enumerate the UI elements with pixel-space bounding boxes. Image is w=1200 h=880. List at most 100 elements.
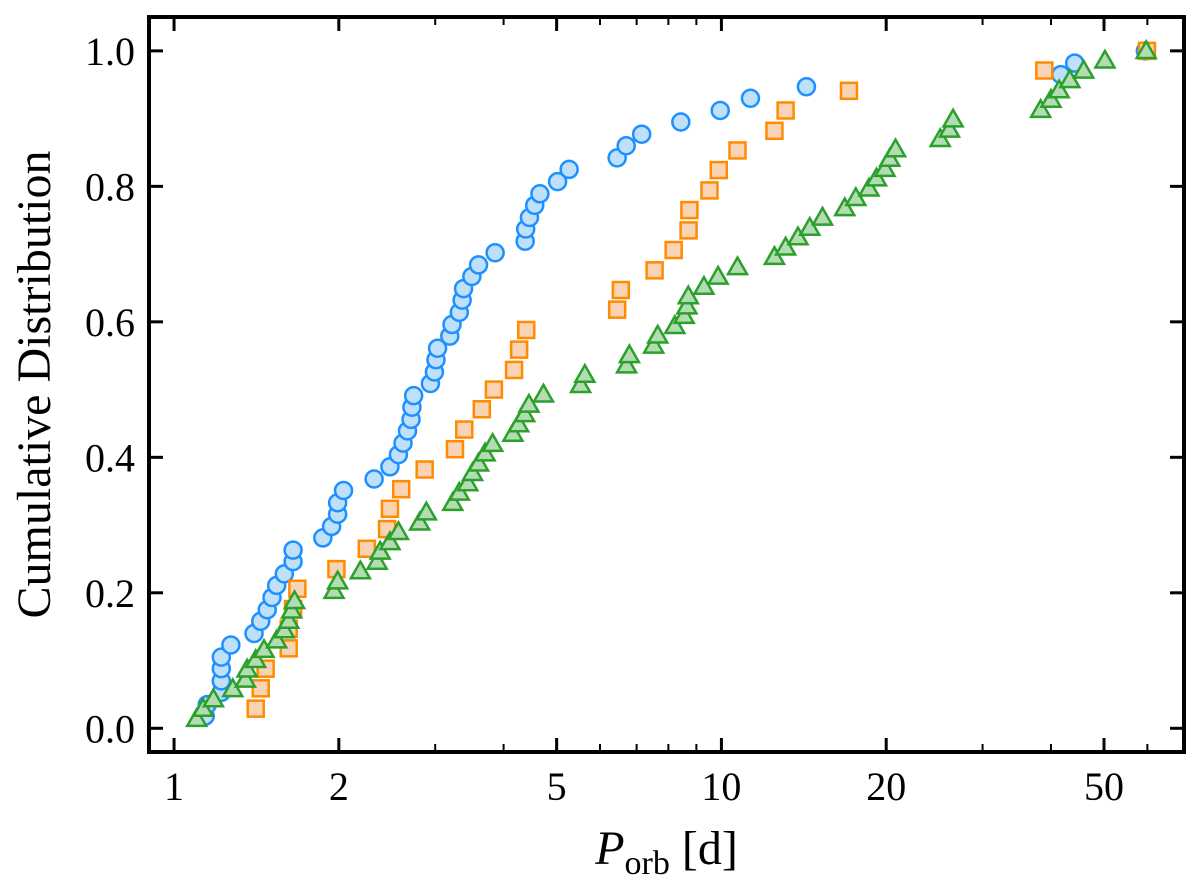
triangle-point: [773, 235, 798, 256]
x-tick-label: 20: [866, 764, 906, 809]
square-point: [680, 200, 699, 220]
y-tick-label: 1.0: [85, 29, 135, 74]
circle-point: [468, 255, 489, 275]
triangle-point: [456, 471, 480, 492]
triangle-point: [883, 137, 908, 158]
triangle-point: [873, 156, 897, 178]
circle-point: [796, 77, 817, 97]
triangle-point: [1028, 97, 1053, 119]
triangle-point: [663, 313, 687, 335]
x-axis-label: Porb [d]: [594, 822, 738, 880]
series-layer: [185, 38, 1158, 728]
circle-point: [559, 159, 579, 180]
triangle-point: [277, 608, 301, 629]
triangle-point: [941, 107, 965, 128]
series-squares: [246, 41, 1157, 718]
triangle-point: [573, 362, 597, 384]
circle-point: [710, 100, 730, 121]
square-point: [728, 141, 747, 160]
circle-point: [485, 242, 505, 263]
square-point: [700, 181, 719, 200]
triangle-point: [185, 706, 209, 728]
triangle-point: [692, 274, 716, 295]
triangle-point: [386, 519, 411, 541]
triangle-point: [1134, 38, 1158, 60]
triangle-point: [282, 588, 307, 610]
series-triangles: [185, 38, 1158, 728]
y-tick-label: 0.4: [85, 435, 135, 480]
y-axis-label: Cumulative Distribution: [8, 151, 61, 619]
square-point: [517, 320, 536, 340]
y-tick-labels: 0.0 0.2 0.4 0.6 0.8 1.0: [85, 29, 135, 751]
square-point: [776, 101, 795, 120]
circle-point: [740, 88, 761, 109]
triangle-point: [441, 490, 465, 512]
y-tick-label: 0.2: [85, 571, 135, 616]
x-tick-labels: 1 2 5 10 20 50: [164, 764, 1124, 809]
square-point: [504, 360, 524, 380]
square-point: [415, 460, 434, 479]
triangle-point: [568, 372, 593, 394]
square-point: [645, 261, 664, 280]
triangle-point: [706, 264, 730, 285]
triangle-point: [642, 333, 666, 354]
triangle-point: [1072, 58, 1096, 79]
triangle-point: [244, 647, 268, 669]
square-point: [472, 399, 492, 419]
circle-point: [427, 338, 448, 359]
square-point: [1035, 61, 1054, 80]
x-tick-label: 50: [1084, 764, 1124, 809]
triangle-point: [378, 529, 402, 551]
triangle-point: [265, 628, 289, 649]
triangle-point: [348, 559, 373, 580]
square-point: [455, 420, 474, 439]
x-axis-label-unit: [d]: [670, 822, 738, 875]
x-axis-label-subscript: orb: [625, 845, 670, 880]
square-point: [765, 121, 784, 141]
circle-point: [221, 635, 241, 655]
x-tick-label: 5: [547, 764, 567, 809]
x-tick-label: 2: [329, 764, 349, 809]
square-point: [391, 479, 411, 499]
y-tick-label: 0.6: [85, 300, 135, 345]
series-circles: [195, 41, 1156, 726]
triangle-point: [725, 254, 750, 276]
triangle-point: [466, 451, 491, 472]
triangle-point: [480, 431, 505, 453]
square-point: [607, 300, 627, 319]
square-point: [357, 539, 377, 559]
circle-point: [671, 112, 691, 132]
y-tick-label: 0.8: [85, 164, 135, 209]
triangle-point: [408, 510, 432, 531]
square-point: [445, 439, 465, 459]
square-point: [380, 499, 400, 519]
circle-point: [547, 171, 568, 192]
x-tick-label: 1: [164, 764, 184, 809]
triangle-point: [325, 569, 350, 590]
square-point: [664, 240, 683, 260]
triangle-point: [1047, 78, 1071, 99]
circle-point: [530, 184, 550, 204]
triangle-point: [614, 353, 639, 374]
y-tick-label: 0.0: [85, 706, 135, 751]
triangle-point: [675, 294, 699, 315]
x-axis-label-main: P: [594, 822, 624, 875]
square-point: [709, 160, 729, 180]
triangle-point: [833, 196, 857, 217]
circle-point: [364, 469, 384, 489]
triangle-point: [506, 412, 531, 433]
circle-point: [333, 480, 354, 501]
triangle-point: [1093, 48, 1117, 69]
triangle-point: [201, 687, 226, 708]
square-point: [251, 679, 270, 698]
triangle-point: [937, 117, 962, 138]
square-point: [509, 340, 529, 359]
triangle-point: [617, 343, 642, 364]
triangle-point: [233, 667, 258, 688]
triangle-point: [531, 382, 556, 403]
circle-point: [283, 540, 303, 560]
ticks-layer: [148, 17, 1185, 752]
circle-point: [403, 385, 424, 406]
square-point: [839, 81, 859, 101]
